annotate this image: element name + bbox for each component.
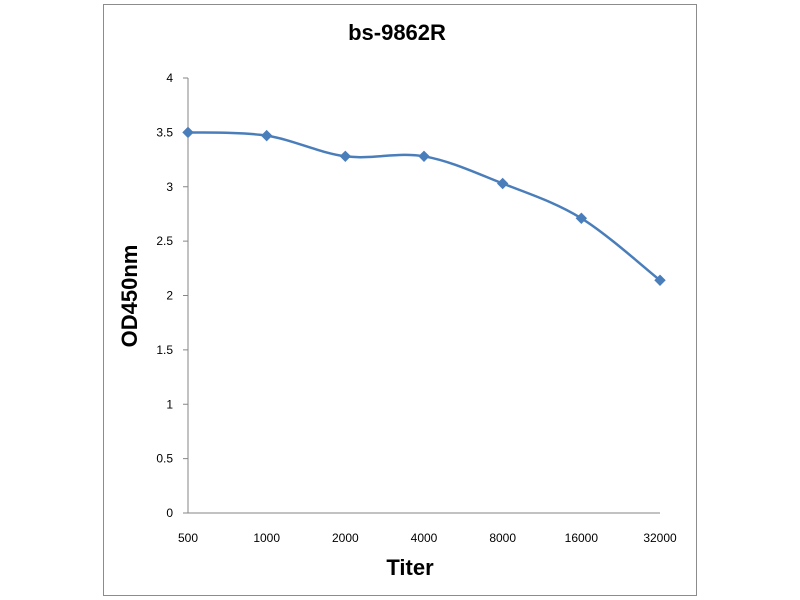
data-point [182, 126, 194, 139]
y-tick-label: 3.5 [156, 125, 173, 139]
x-tick-label: 8000 [489, 531, 516, 545]
x-tick-label: 500 [178, 531, 198, 545]
y-tick-label: 3 [166, 180, 173, 194]
y-tick-label: 4 [166, 71, 173, 85]
data-point [654, 274, 666, 286]
chart-title: bs-9862R [348, 20, 446, 45]
data-point [418, 150, 430, 163]
y-axis: 0 0.5 1 1.5 2 2.5 3 3.5 4 [156, 71, 189, 520]
data-point [260, 129, 273, 142]
data-point [496, 177, 509, 190]
y-tick-label: 2 [166, 289, 173, 303]
x-tick-label: 2000 [332, 531, 359, 545]
x-tick-label: 4000 [411, 531, 438, 545]
y-tick-label: 1 [166, 397, 173, 411]
x-tick-label: 1000 [253, 531, 280, 545]
data-point [575, 212, 588, 224]
data-point [339, 150, 352, 163]
y-axis-title: OD450nm [117, 245, 142, 348]
x-axis-title: Titer [386, 555, 434, 580]
y-tick-label: 1.5 [156, 343, 173, 357]
x-axis: 500 1000 2000 4000 8000 16000 32000 [178, 512, 677, 545]
x-tick-label: 32000 [643, 531, 677, 545]
plot-area [182, 126, 666, 286]
chart-frame [103, 4, 697, 596]
x-tick-label: 16000 [565, 531, 599, 545]
y-tick-label: 0.5 [156, 452, 173, 466]
y-tick-label: 2.5 [156, 234, 173, 248]
y-tick-label: 0 [166, 506, 173, 520]
